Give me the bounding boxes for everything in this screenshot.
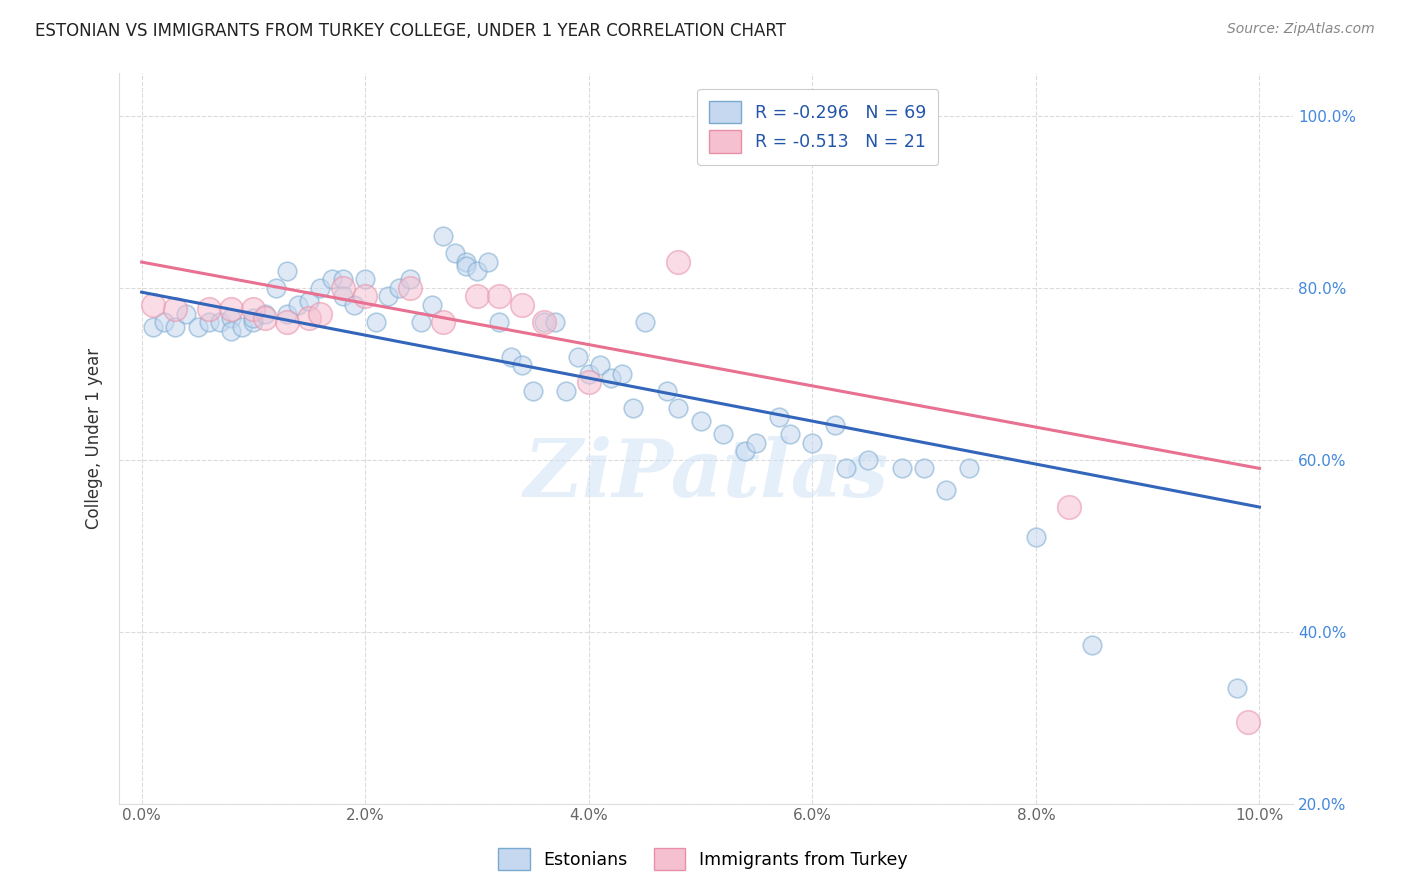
Point — [298, 310, 321, 325]
Y-axis label: College, Under 1 year: College, Under 1 year — [86, 348, 103, 529]
Legend: Estonians, Immigrants from Turkey: Estonians, Immigrants from Turkey — [489, 839, 917, 879]
Point — [432, 229, 454, 244]
Point — [208, 315, 231, 329]
Point — [589, 358, 612, 372]
Point — [600, 371, 623, 385]
Point — [533, 315, 555, 329]
Point — [366, 315, 388, 329]
Point — [142, 298, 165, 312]
Point — [935, 483, 957, 497]
Point — [555, 384, 578, 398]
Point — [332, 281, 354, 295]
Point — [465, 289, 488, 303]
Point — [533, 315, 555, 329]
Point — [219, 324, 242, 338]
Text: ESTONIAN VS IMMIGRANTS FROM TURKEY COLLEGE, UNDER 1 YEAR CORRELATION CHART: ESTONIAN VS IMMIGRANTS FROM TURKEY COLLE… — [35, 22, 786, 40]
Point — [388, 281, 411, 295]
Point — [666, 401, 689, 416]
Point — [655, 384, 678, 398]
Point — [309, 281, 332, 295]
Point — [567, 350, 589, 364]
Point — [253, 310, 276, 325]
Point — [768, 409, 790, 424]
Point — [510, 298, 533, 312]
Point — [1025, 530, 1047, 544]
Point — [734, 444, 756, 458]
Point — [465, 263, 488, 277]
Point — [432, 315, 454, 329]
Point — [197, 302, 219, 317]
Point — [745, 435, 768, 450]
Point — [612, 367, 634, 381]
Point — [153, 315, 176, 329]
Point — [399, 281, 422, 295]
Point — [835, 461, 858, 475]
Point — [165, 319, 187, 334]
Point — [912, 461, 935, 475]
Point — [176, 307, 198, 321]
Text: Source: ZipAtlas.com: Source: ZipAtlas.com — [1227, 22, 1375, 37]
Point — [231, 319, 253, 334]
Point — [454, 260, 477, 274]
Point — [377, 289, 399, 303]
Point — [276, 263, 298, 277]
Point — [1081, 638, 1104, 652]
Text: ZiPatlas: ZiPatlas — [523, 436, 889, 514]
Point — [242, 302, 264, 317]
Point — [276, 307, 298, 321]
Point — [420, 298, 443, 312]
Point — [499, 350, 522, 364]
Point — [454, 255, 477, 269]
Point — [219, 302, 242, 317]
Point — [1059, 500, 1081, 514]
Point — [488, 315, 510, 329]
Point — [488, 289, 510, 303]
Point — [253, 307, 276, 321]
Point — [666, 255, 689, 269]
Point — [957, 461, 980, 475]
Legend: R = -0.296   N = 69, R = -0.513   N = 21: R = -0.296 N = 69, R = -0.513 N = 21 — [697, 89, 938, 165]
Point — [343, 298, 366, 312]
Point — [332, 289, 354, 303]
Point — [779, 427, 801, 442]
Point — [510, 358, 533, 372]
Point — [578, 376, 600, 390]
Point — [332, 272, 354, 286]
Point — [858, 452, 880, 467]
Point — [354, 289, 377, 303]
Point — [242, 310, 264, 325]
Point — [165, 302, 187, 317]
Point — [443, 246, 465, 260]
Point — [219, 310, 242, 325]
Point — [287, 298, 309, 312]
Point — [354, 272, 377, 286]
Point — [1237, 714, 1260, 729]
Point — [689, 414, 711, 428]
Point — [1226, 681, 1249, 695]
Point — [623, 401, 645, 416]
Point — [242, 315, 264, 329]
Point — [824, 418, 846, 433]
Point — [578, 367, 600, 381]
Point — [477, 255, 499, 269]
Point — [409, 315, 432, 329]
Point — [264, 281, 287, 295]
Point — [142, 319, 165, 334]
Point — [399, 272, 422, 286]
Point — [309, 307, 332, 321]
Point — [298, 293, 321, 308]
Point — [186, 319, 208, 334]
Point — [321, 272, 343, 286]
Point — [633, 315, 655, 329]
Point — [197, 315, 219, 329]
Point — [801, 435, 824, 450]
Point — [276, 315, 298, 329]
Point — [522, 384, 544, 398]
Point — [711, 427, 734, 442]
Point — [544, 315, 567, 329]
Point — [890, 461, 912, 475]
